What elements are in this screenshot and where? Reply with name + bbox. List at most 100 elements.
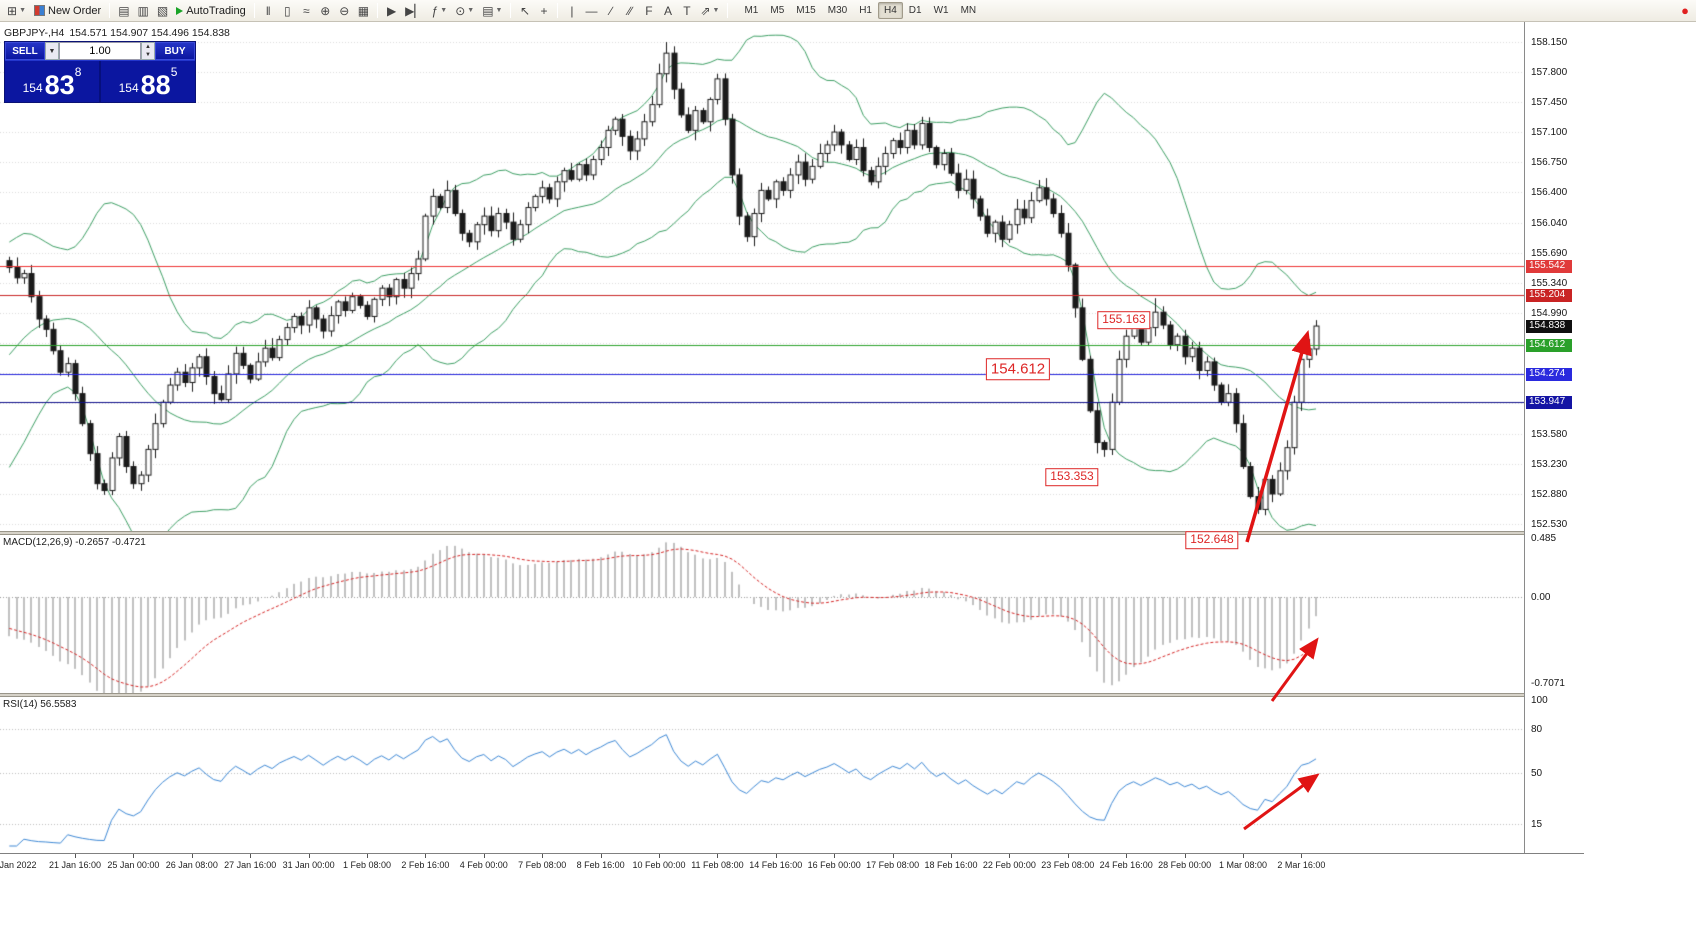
autotrading-button-label: AutoTrading	[186, 4, 246, 17]
macd-panel-canvas[interactable]	[0, 535, 1524, 693]
navigator-icon: ▥	[137, 3, 149, 18]
timeframe-m30-button[interactable]: M30	[827, 5, 848, 16]
arrows-button[interactable]: ⇗ ▼	[696, 1, 723, 20]
chevron-down-icon: ▼	[440, 7, 448, 14]
time-label: 2 Feb 16:00	[401, 860, 450, 870]
chevron-down-icon: ▼	[19, 7, 26, 14]
templates-icon: ▤	[482, 3, 494, 18]
volume-up-button[interactable]: ▲	[145, 44, 151, 50]
horizontal-line-button[interactable]: ―	[581, 1, 601, 20]
axis-label: 156.040	[1531, 217, 1568, 229]
timeframe-h4-button[interactable]: H4	[877, 2, 903, 19]
timeframe-w1-button[interactable]: W1	[933, 5, 949, 16]
terminal-button[interactable]: ▧	[153, 1, 172, 20]
time-tick	[893, 854, 894, 858]
indicators-icon: ƒ	[431, 3, 439, 18]
time-label: Jan 2022	[0, 860, 37, 870]
status-icon-red: ●	[1681, 3, 1689, 18]
indicators-button[interactable]: ƒ ▼	[428, 1, 452, 20]
time-tick	[776, 854, 777, 858]
channel-button[interactable]: ∕∕	[620, 1, 639, 20]
line-chart-button[interactable]: ≈	[297, 1, 316, 20]
axis-label: 152.530	[1531, 519, 1568, 530]
sell-button[interactable]: SELL	[5, 42, 45, 60]
zoom-in-button[interactable]: ⊕	[316, 1, 335, 20]
sell-price-pip: 8	[74, 65, 82, 79]
time-label: 23 Feb 08:00	[1041, 860, 1095, 870]
time-label: 10 Feb 00:00	[632, 860, 686, 870]
buy-price-big: 88	[140, 70, 171, 100]
periods-button[interactable]: ⊙ ▼	[451, 1, 478, 20]
time-label: 31 Jan 00:00	[282, 860, 335, 870]
panel-separator[interactable]	[0, 693, 1584, 697]
axis-label: 157.450	[1531, 97, 1568, 109]
time-tick	[250, 854, 251, 858]
symbol-period-label: GBPJPY-,H4	[4, 27, 65, 39]
sell-price[interactable]: 154 83 8	[5, 61, 99, 102]
new-order-button[interactable]: New Order	[30, 1, 105, 20]
auto-scroll-button[interactable]: ▶	[382, 1, 401, 20]
time-axis[interactable]: Jan 2022 21 Jan 16:00 25 Jan 00:00 26 Jan 0…	[0, 853, 1584, 879]
order-dropdown-button[interactable]: ▼	[45, 42, 59, 60]
toolbar-separator	[557, 3, 559, 18]
chart-ohlc-header: GBPJPY-,H4 154.571 154.907 154.496 154.83…	[4, 27, 235, 39]
price-chart-canvas[interactable]	[0, 22, 1524, 531]
panel-separator[interactable]	[0, 531, 1584, 535]
tile-windows-button[interactable]: ▦	[354, 1, 373, 20]
time-label: 18 Feb 16:00	[924, 860, 978, 870]
axis-label: 100	[1531, 695, 1548, 706]
time-tick	[1068, 854, 1069, 858]
zoom-out-button[interactable]: ⊖	[335, 1, 354, 20]
vertical-line-button[interactable]: |	[562, 1, 581, 20]
text-button[interactable]: A	[658, 1, 677, 20]
crosshair-button[interactable]: +	[534, 1, 553, 20]
axis-label: 50	[1531, 768, 1543, 779]
price-tag: 155.542	[1526, 259, 1572, 273]
volume-down-button[interactable]: ▼	[145, 52, 151, 58]
timeframe-m1-button[interactable]: M1	[744, 5, 759, 16]
sell-price-prefix: 154	[22, 81, 43, 95]
candlestick-chart-icon: ▯	[283, 3, 291, 18]
trendline-button[interactable]: ∕	[601, 1, 620, 20]
play-icon	[176, 6, 184, 15]
chart-shift-button[interactable]: ▶▏	[401, 1, 427, 20]
candlestick-chart-button[interactable]: ▯	[278, 1, 297, 20]
templates-button[interactable]: ▤ ▼	[478, 1, 506, 20]
fibonacci-button[interactable]: F	[639, 1, 658, 20]
time-label: 17 Feb 08:00	[866, 860, 920, 870]
timeframe-m15-button[interactable]: M15	[796, 5, 816, 16]
tile-windows-icon: ▦	[357, 3, 370, 18]
timeframe-d1-button[interactable]: D1	[908, 5, 922, 16]
new-chart-button[interactable]: ⊞ ▼	[3, 1, 30, 20]
axis-label: 0.00	[1531, 592, 1551, 603]
time-tick	[1243, 854, 1244, 858]
timeframe-m5-button[interactable]: M5	[770, 5, 785, 16]
navigator-button[interactable]: ▥	[134, 1, 153, 20]
chevron-down-icon: ▼	[467, 7, 475, 14]
rsi-panel-canvas[interactable]	[0, 697, 1524, 853]
price-tag: 154.274	[1526, 368, 1572, 382]
autotrading-button[interactable]: AutoTrading	[172, 1, 250, 20]
toolbar-separator	[510, 3, 512, 18]
axis-label: 155.340	[1531, 278, 1568, 289]
timeframe-h1-button[interactable]: H1	[859, 5, 872, 16]
time-label: 1 Feb 08:00	[342, 860, 392, 870]
axis-label: 153.580	[1531, 428, 1568, 440]
timeframe-mn-button[interactable]: MN	[960, 5, 977, 16]
price-scale[interactable]: 158.150 157.800 157.450 157.100 156.750 156.4…	[1524, 22, 1696, 853]
toolbar-separator	[727, 3, 729, 18]
axis-label: 80	[1531, 724, 1543, 736]
cursor-button[interactable]: ↖	[515, 1, 534, 20]
timeframe-group: M1 M5 M15 M30 H1 H4 D1 W1 MN	[738, 2, 982, 19]
time-tick	[1126, 854, 1127, 858]
volume-input[interactable]	[59, 42, 141, 60]
market-watch-button[interactable]: ▤	[114, 1, 133, 20]
axis-label: 0.485	[1531, 533, 1557, 545]
sell-price-big: 83	[44, 70, 75, 100]
bar-chart-button[interactable]: ‖	[259, 1, 278, 20]
time-label: 16 Feb 00:00	[807, 860, 861, 870]
text-label-button[interactable]: T	[677, 1, 696, 20]
buy-price[interactable]: 154 88 5	[101, 61, 195, 102]
buy-button[interactable]: BUY	[155, 42, 195, 60]
axis-label: -0.7071	[1531, 677, 1565, 689]
